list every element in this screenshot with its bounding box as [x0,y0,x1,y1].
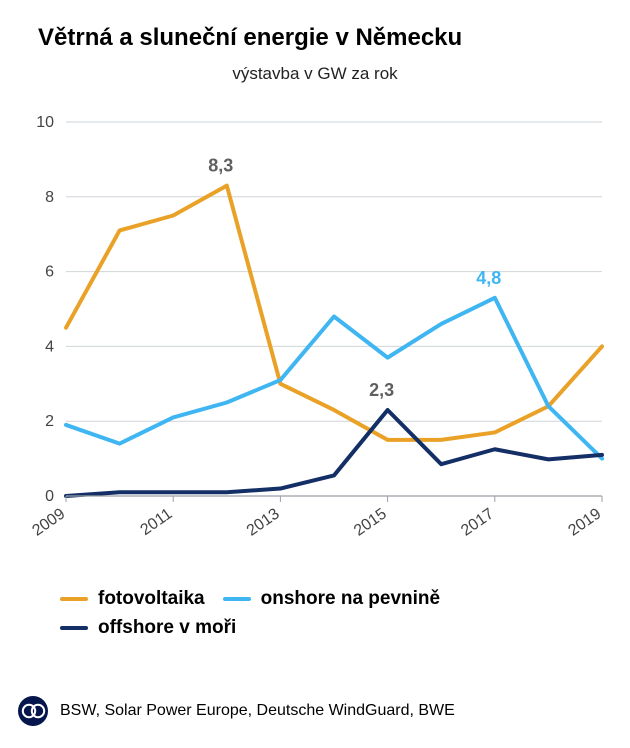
legend-row: fotovoltaika onshore na pevnině [60,584,612,613]
legend-label: offshore v moři [98,613,236,642]
x-tick-label: 2009 [29,505,68,539]
x-tick-label: 2015 [351,505,390,539]
chart-title: Větrná a sluneční energie v Německu [38,24,612,52]
annotation: 8,3 [208,156,233,176]
svg-text:0: 0 [45,488,54,505]
legend-swatch [223,597,251,601]
line-chart: 0 2 4 6 8 10 2009 2011 2013 2015 2017 2019 8,3 2,3 4,8 [18,112,612,572]
legend-swatch [60,626,88,630]
x-tick-label: 2013 [244,505,283,539]
series-fotovoltaika [66,186,602,440]
legend-item-onshore: onshore na pevnině [223,584,440,613]
series-offshore [66,410,602,496]
legend-label: onshore na pevnině [261,584,440,613]
legend-label: fotovoltaika [98,584,205,613]
legend-item-fotovoltaika: fotovoltaika [60,584,205,613]
legend-row: offshore v moři [60,613,612,642]
svg-text:2: 2 [45,413,54,430]
chart-area: 0 2 4 6 8 10 2009 2011 2013 2015 2017 2019 8,3 2,3 4,8 [18,112,612,572]
chart-subtitle: výstavba v GW za rok [18,64,612,84]
legend-swatch [60,597,88,601]
x-tick-label: 2019 [565,505,604,539]
source-text: BSW, Solar Power Europe, Deutsche WindGu… [60,702,455,720]
svg-text:6: 6 [45,264,54,281]
chart-container: Větrná a sluneční energie v Německu výst… [0,0,630,748]
svg-text:4: 4 [45,338,54,355]
legend-item-offshore: offshore v moři [60,613,236,642]
annotation: 4,8 [476,268,501,288]
svg-text:8: 8 [45,189,54,206]
x-tick-label: 2011 [138,505,176,539]
legend: fotovoltaika onshore na pevnině offshore v… [60,584,612,643]
footer: BSW, Solar Power Europe, Deutsche WindGu… [18,696,612,726]
x-tick-label: 2017 [458,505,497,539]
dw-logo-icon [18,696,48,726]
svg-text:10: 10 [36,114,54,131]
annotation: 2,3 [369,380,394,400]
series-onshore [66,298,602,459]
